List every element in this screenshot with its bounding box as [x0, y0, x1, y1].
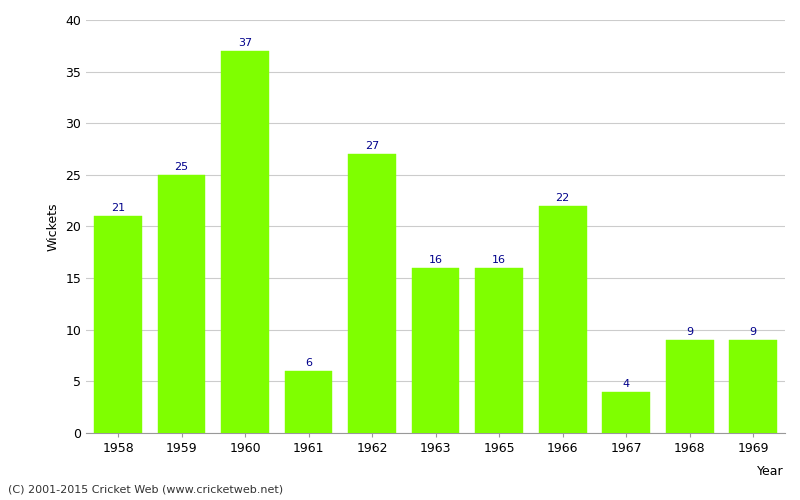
Text: Year: Year: [758, 465, 784, 478]
Text: 4: 4: [622, 378, 630, 388]
Y-axis label: Wickets: Wickets: [47, 202, 60, 250]
Text: 25: 25: [174, 162, 189, 172]
Text: 9: 9: [750, 327, 757, 337]
Text: 37: 37: [238, 38, 252, 48]
Bar: [602, 392, 650, 433]
Bar: [348, 154, 396, 433]
Bar: [285, 371, 333, 433]
Bar: [666, 340, 714, 433]
Bar: [222, 51, 269, 433]
Text: 16: 16: [492, 254, 506, 264]
Text: 16: 16: [429, 254, 442, 264]
Bar: [539, 206, 586, 433]
Text: 27: 27: [365, 141, 379, 151]
Bar: [158, 175, 206, 433]
Bar: [94, 216, 142, 433]
Text: (C) 2001-2015 Cricket Web (www.cricketweb.net): (C) 2001-2015 Cricket Web (www.cricketwe…: [8, 485, 283, 495]
Text: 6: 6: [305, 358, 312, 368]
Text: 22: 22: [555, 192, 570, 202]
Bar: [730, 340, 777, 433]
Bar: [412, 268, 459, 433]
Bar: [475, 268, 523, 433]
Text: 21: 21: [111, 203, 125, 213]
Text: 9: 9: [686, 327, 694, 337]
